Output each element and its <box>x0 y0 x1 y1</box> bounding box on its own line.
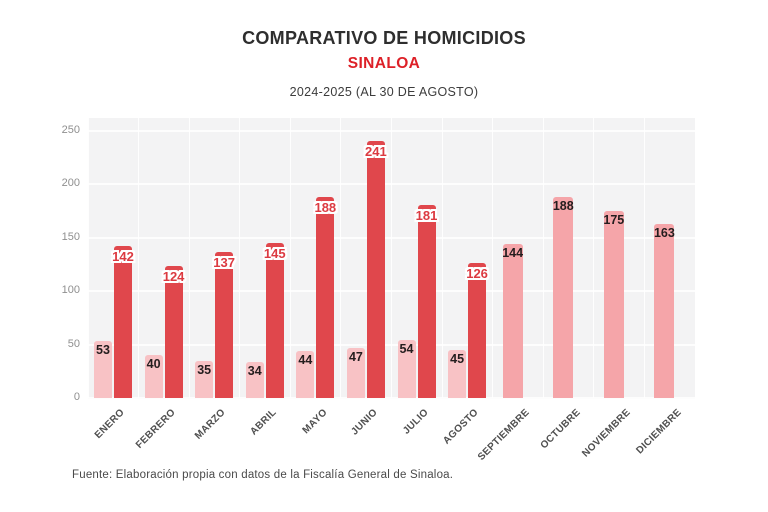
x-axis-label: ENERO <box>93 407 128 441</box>
source-note: Fuente: Elaboración propia con datos de … <box>72 469 454 481</box>
bar-value-label: 145 <box>263 246 286 262</box>
bar-value-label: 34 <box>247 363 262 378</box>
bar-2024 <box>296 351 315 398</box>
bar-2025 <box>468 263 487 398</box>
gridline-vertical <box>643 118 645 398</box>
bar-2024 <box>195 360 214 398</box>
bar-2024 <box>603 211 624 398</box>
bar-value-label: 144 <box>502 246 524 261</box>
bar-value-label: 54 <box>399 342 414 357</box>
bar-2024 <box>448 349 467 398</box>
bar-value-label: 188 <box>552 199 574 214</box>
bar-2024 <box>397 340 416 398</box>
bar-value-label: 175 <box>603 213 625 228</box>
plot-area: 53 142 40 124 35 137 34 145 44 188 47 241 54 181 45 126… <box>87 118 696 399</box>
x-axis-label: ABRIL <box>248 407 279 438</box>
bar-2024 <box>553 197 574 398</box>
x-axis-label: MAYO <box>300 407 330 437</box>
y-axis-label: 100 <box>61 284 80 297</box>
bar-value-label: 45 <box>450 351 465 366</box>
gridline-vertical <box>239 118 241 398</box>
gridline-vertical <box>138 118 140 398</box>
bar-value-label: 126 <box>466 266 488 282</box>
x-axis-label: DICIEMBRE <box>634 407 684 457</box>
y-axis-label: 50 <box>67 337 80 350</box>
bar-value-label: 163 <box>653 225 675 240</box>
bar-2024 <box>144 355 163 398</box>
bar-2024 <box>346 347 365 398</box>
bar-2024 <box>94 341 112 398</box>
bar-2025 <box>215 251 234 398</box>
bar-value-label: 44 <box>298 353 313 368</box>
gridline-vertical <box>593 118 595 398</box>
gridline-vertical <box>340 118 342 398</box>
bar-2024 <box>502 244 523 398</box>
x-axis-label: MARZO <box>193 407 229 442</box>
bar-value-label: 137 <box>213 254 236 270</box>
x-axis-label: JUNIO <box>349 407 380 438</box>
bar-value-label: 40 <box>146 357 161 372</box>
bar-2025 <box>265 243 284 398</box>
x-axis-label: OCTUBRE <box>538 407 583 452</box>
bar-value-label: 35 <box>197 362 212 377</box>
bar-value-label: 142 <box>112 249 134 265</box>
y-axis-label: 150 <box>61 230 80 243</box>
title-block: COMPARATIVO DE HOMICIDIOS SINALOA 2024-2… <box>0 28 768 99</box>
y-axis-label: 200 <box>61 177 80 190</box>
chart-title: COMPARATIVO DE HOMICIDIOS <box>242 28 526 48</box>
gridline-vertical <box>441 118 443 398</box>
gridline-vertical <box>492 118 494 398</box>
x-axis-label: AGOSTO <box>441 407 482 447</box>
bar-value-label: 241 <box>365 143 387 159</box>
y-axis-label: 0 <box>73 391 80 403</box>
gridline-vertical <box>542 118 544 398</box>
gridline-vertical <box>87 118 89 398</box>
bar-2025 <box>114 246 132 398</box>
chart-period-note: 2024-2025 (AL 30 DE AGOSTO) <box>289 85 479 99</box>
bar-2025 <box>164 265 183 398</box>
bar-2025 <box>316 197 335 398</box>
gridline-vertical <box>694 118 696 398</box>
gridline-vertical <box>289 118 291 398</box>
bar-2025 <box>366 140 385 398</box>
gridline-horizontal <box>88 397 695 399</box>
chart-subtitle: SINALOA <box>347 55 421 72</box>
bar-2025 <box>417 204 436 398</box>
gridline-vertical <box>188 118 190 398</box>
bar-value-label: 47 <box>348 349 363 364</box>
bar-2024 <box>654 223 675 398</box>
bar-value-label: 53 <box>96 343 110 358</box>
x-axis-label: SEPTIEMBRE <box>475 407 532 463</box>
bar-value-label: 124 <box>162 268 185 284</box>
x-axis-label: FEBRERO <box>133 407 178 451</box>
gridline-vertical <box>391 118 392 398</box>
bar-value-label: 188 <box>314 200 337 216</box>
bar-2024 <box>245 361 264 398</box>
y-axis-label: 250 <box>61 124 80 136</box>
bar-value-label: 181 <box>415 207 438 223</box>
x-axis-label: NOVIEMBRE <box>580 407 633 460</box>
x-axis-label: JULIO <box>400 407 431 437</box>
